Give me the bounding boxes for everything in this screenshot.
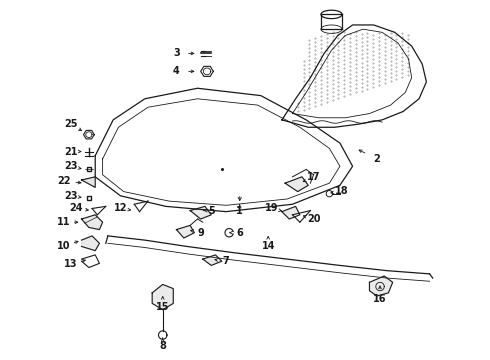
Text: 2: 2: [373, 154, 380, 164]
Text: 16: 16: [373, 294, 387, 304]
Text: 20: 20: [307, 214, 320, 224]
Text: 8: 8: [159, 341, 166, 351]
Text: 23: 23: [64, 191, 78, 201]
Text: 15: 15: [156, 302, 170, 311]
Text: 5: 5: [208, 206, 215, 216]
Text: 23: 23: [64, 161, 78, 171]
Text: 6: 6: [236, 228, 243, 238]
Text: 9: 9: [197, 228, 204, 238]
Polygon shape: [81, 215, 102, 230]
Text: 13: 13: [64, 259, 78, 269]
Polygon shape: [152, 284, 173, 310]
Text: 11: 11: [57, 217, 71, 227]
Text: 22: 22: [57, 176, 71, 186]
Text: 12: 12: [114, 203, 127, 213]
Text: 21: 21: [64, 147, 78, 157]
Text: 7: 7: [222, 256, 229, 266]
Text: 17: 17: [307, 172, 320, 182]
Text: 19: 19: [265, 203, 278, 213]
Text: 24: 24: [70, 203, 83, 213]
Polygon shape: [369, 276, 392, 296]
Polygon shape: [81, 236, 99, 251]
Polygon shape: [190, 206, 211, 219]
Text: 10: 10: [57, 242, 71, 251]
Polygon shape: [81, 177, 95, 188]
Text: 25: 25: [64, 119, 78, 129]
Polygon shape: [285, 177, 308, 192]
Polygon shape: [282, 206, 300, 219]
Polygon shape: [203, 255, 222, 265]
Text: 4: 4: [173, 66, 180, 76]
Text: 3: 3: [173, 49, 180, 58]
Polygon shape: [176, 225, 195, 238]
Text: 18: 18: [335, 185, 349, 195]
Text: 1: 1: [236, 206, 243, 216]
Text: 14: 14: [262, 242, 275, 251]
